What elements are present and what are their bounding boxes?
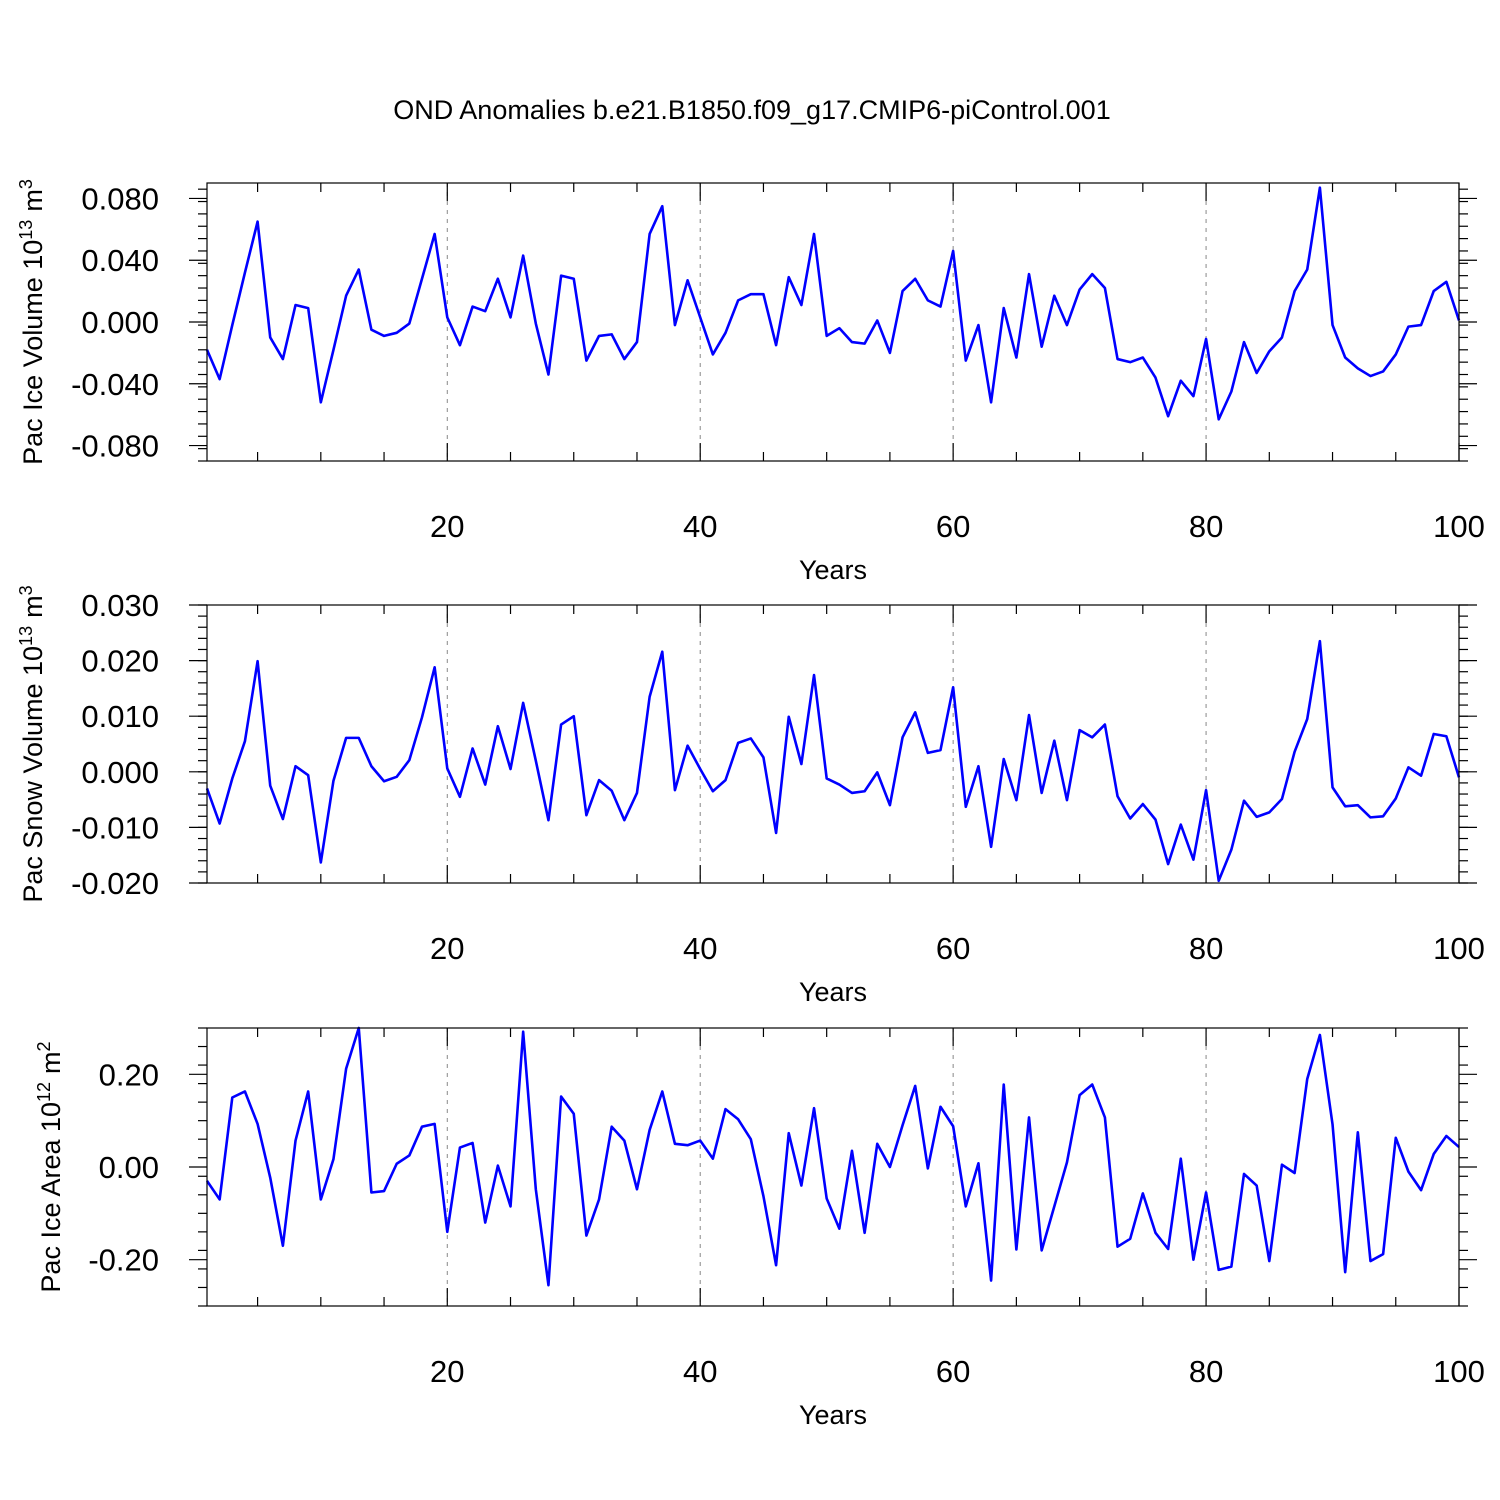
y-axis-label-ylabel-sup: 13 xyxy=(16,626,36,646)
plot-frame xyxy=(206,182,1460,462)
x-tick-label: 100 xyxy=(1433,1354,1485,1389)
y-axis-label: Pac Ice Area 1012 m2 xyxy=(34,1041,66,1292)
panels: 20 40 60 80 100 -0.080 -0.040 0.000 0.040 0.080 Ye… xyxy=(16,179,1485,1430)
x-tick-label: 40 xyxy=(683,931,717,966)
x-tick-label: 80 xyxy=(1189,931,1223,966)
y-tick-label: 0.040 xyxy=(81,243,159,278)
y-axis-label-ylabel-unit: m xyxy=(18,189,48,212)
y-axis-label-ylabel-unit-sup: 2 xyxy=(34,1041,54,1051)
y-axis-label-ylabel: Pac Ice Volume 10 xyxy=(18,240,48,465)
x-axis-label: Years xyxy=(799,977,867,1007)
x-tick-label: 60 xyxy=(936,1354,970,1389)
x-tick-label: 100 xyxy=(1433,931,1485,966)
x-axis-label: Years xyxy=(799,1400,867,1430)
series-line-snow-volume xyxy=(205,639,1461,883)
y-tick-label: 0.030 xyxy=(81,588,159,623)
x-tick-label: 40 xyxy=(683,1354,717,1389)
x-tick-label: 60 xyxy=(936,509,970,544)
plot-frame xyxy=(206,604,1460,884)
y-tick-label: 0.020 xyxy=(81,644,159,679)
x-tick-label: 20 xyxy=(430,1354,464,1389)
y-axis-label: Pac Snow Volume 1013 m3 xyxy=(16,585,48,902)
y-axis-label-ylabel-sup: 12 xyxy=(34,1082,54,1102)
y-tick-label: -0.080 xyxy=(71,429,159,464)
y-axis-label: Pac Ice Volume 1013 m3 xyxy=(16,179,48,465)
x-tick-label: 20 xyxy=(430,509,464,544)
x-tick-label: 40 xyxy=(683,509,717,544)
y-tick-label: -0.010 xyxy=(71,810,159,845)
y-axis-label-ylabel-unit: m xyxy=(18,595,48,618)
y-tick-label: 0.00 xyxy=(99,1150,159,1185)
x-axis-label: Years xyxy=(799,555,867,585)
x-tick-label: 80 xyxy=(1189,509,1223,544)
plot-frame xyxy=(206,1027,1460,1307)
y-tick-label: 0.000 xyxy=(81,755,159,790)
chart-panel-snow-volume: 20 40 60 80 100 -0.020 -0.010 0.000 0.010 0.020 0.… xyxy=(16,585,1485,1007)
y-axis-label-ylabel-sup: 13 xyxy=(16,220,36,240)
series-line-ice-volume xyxy=(205,186,1461,421)
x-tick-label: 20 xyxy=(430,931,464,966)
y-tick-label: -0.020 xyxy=(71,866,159,901)
series-line-ice-area xyxy=(205,1026,1460,1287)
x-tick-label: 80 xyxy=(1189,1354,1223,1389)
y-tick-label: 0.000 xyxy=(81,305,159,340)
x-tick-label: 60 xyxy=(936,931,970,966)
y-axis-label-ylabel-unit-sup: 3 xyxy=(16,179,36,189)
chart-panel-ice-area: 20 40 60 80 100 -0.20 0.00 0.20 Years Pac Ice Are… xyxy=(34,1026,1485,1430)
chart-panel-ice-volume: 20 40 60 80 100 -0.080 -0.040 0.000 0.040 0.080 Ye… xyxy=(16,179,1485,585)
figure-title: OND Anomalies b.e21.B1850.f09_g17.CMIP6-… xyxy=(393,95,1110,125)
y-tick-label: 0.010 xyxy=(81,699,159,734)
y-tick-label: 0.20 xyxy=(99,1057,159,1092)
y-tick-label: -0.040 xyxy=(71,367,159,402)
x-tick-label: 100 xyxy=(1433,509,1485,544)
y-axis-label-ylabel-unit-sup: 3 xyxy=(16,585,36,595)
y-tick-label: -0.20 xyxy=(88,1243,159,1278)
y-axis-label-ylabel: Pac Snow Volume 10 xyxy=(18,646,48,903)
y-axis-label-ylabel-unit: m xyxy=(36,1051,66,1074)
y-axis-label-ylabel: Pac Ice Area 10 xyxy=(36,1102,66,1293)
y-tick-label: 0.080 xyxy=(81,181,159,216)
